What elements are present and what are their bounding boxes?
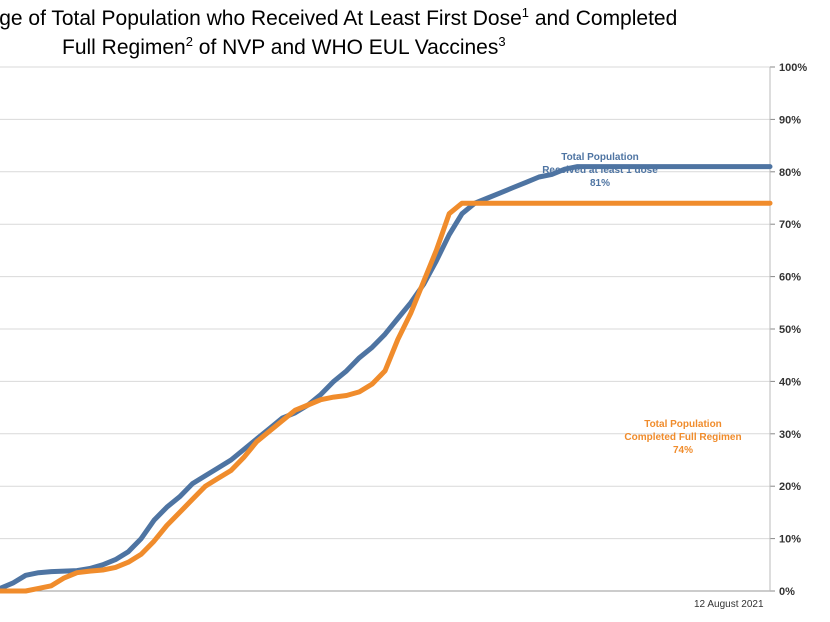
annotation-first_dose: Received at least 1 dose xyxy=(542,165,658,176)
y-tick-label: 60% xyxy=(779,272,801,284)
y-tick-label: 0% xyxy=(779,586,795,598)
annotation-full_regimen: 74% xyxy=(673,445,693,456)
date-label: 12 August 2021 xyxy=(694,599,764,610)
annotation-first_dose: Total Population xyxy=(561,152,639,163)
y-tick-label: 20% xyxy=(779,481,801,493)
title-line-1: ntage of Total Population who Received A… xyxy=(0,5,678,30)
y-tick-label: 100% xyxy=(779,62,807,74)
title-line-2: Full Regimen2 of NVP and WHO EUL Vaccine… xyxy=(62,34,506,59)
y-tick-label: 70% xyxy=(779,219,801,231)
series-line-full_regimen xyxy=(0,200,773,594)
y-tick-label: 40% xyxy=(779,376,801,388)
annotation-first_dose: 81% xyxy=(590,178,610,189)
y-tick-label: 80% xyxy=(779,167,801,179)
y-tick-label: 90% xyxy=(779,114,801,126)
series-line-first_dose xyxy=(0,164,773,591)
y-tick-label: 50% xyxy=(779,324,801,336)
annotation-full_regimen: Completed Full Regimen xyxy=(624,432,741,443)
chart-title: ntage of Total Population who Received A… xyxy=(0,0,830,66)
y-tick-label: 10% xyxy=(779,534,801,546)
y-tick-label: 30% xyxy=(779,429,801,441)
annotation-full_regimen: Total Population xyxy=(644,419,722,430)
